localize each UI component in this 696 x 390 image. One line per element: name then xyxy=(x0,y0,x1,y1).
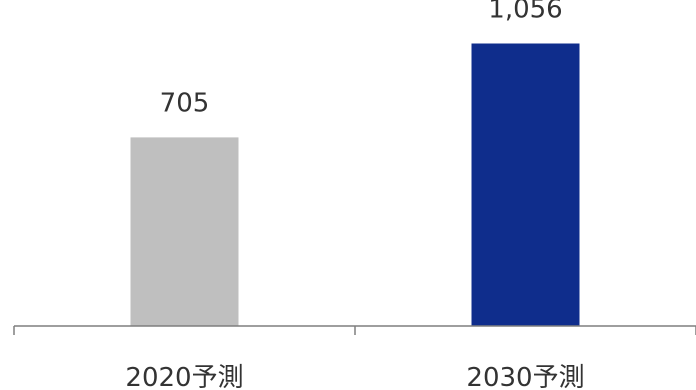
data-label-1: 1,056 xyxy=(488,0,562,25)
x-tick-labels-group: 2020予測 2030予測 xyxy=(125,363,584,390)
x-axis xyxy=(13,325,696,335)
x-tick-label-1: 2030予測 xyxy=(466,363,584,390)
data-labels-group: 705 1,056 xyxy=(160,0,563,118)
data-label-0: 705 xyxy=(160,88,210,118)
bar-1 xyxy=(471,43,580,326)
bars-group xyxy=(130,43,580,326)
x-tick-label-0: 2020予測 xyxy=(125,363,243,390)
bar-0 xyxy=(130,137,239,326)
